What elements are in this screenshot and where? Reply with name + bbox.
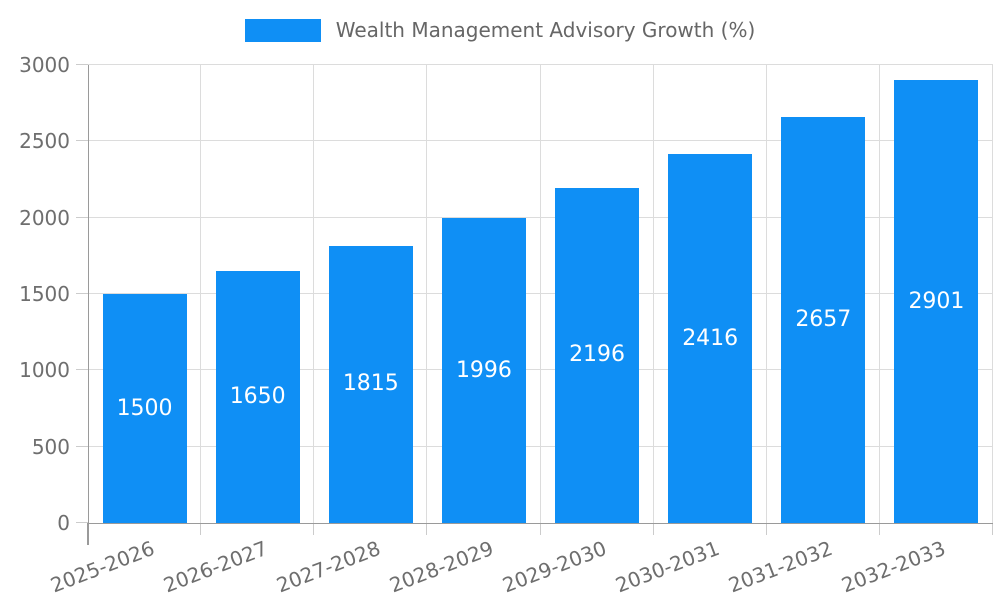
x-grid-line <box>426 65 428 523</box>
x-tick-mark <box>87 523 88 545</box>
x-tick-mark <box>313 523 315 535</box>
x-tick-mark <box>539 523 541 535</box>
legend-label: Wealth Management Advisory Growth (%) <box>335 18 756 42</box>
bar-value-label: 2416 <box>682 325 739 351</box>
x-tick-mark <box>878 523 880 535</box>
y-tick-label: 0 <box>57 511 70 535</box>
y-grid-line <box>88 64 993 65</box>
x-grid-line <box>992 65 993 523</box>
x-tick-label: 2030-2031 <box>612 536 723 598</box>
bar-2028-2029[interactable] <box>441 218 526 523</box>
x-tick-label: 2029-2030 <box>499 536 610 598</box>
x-grid-line <box>200 65 202 523</box>
x-tick-label: 2031-2032 <box>725 536 836 598</box>
x-grid-line <box>652 65 654 523</box>
y-tick-mark <box>76 293 88 294</box>
x-tick-mark <box>426 523 428 535</box>
bar-value-label: 2196 <box>569 342 626 368</box>
y-tick-mark <box>76 140 88 142</box>
y-grid-line <box>88 369 993 371</box>
y-grid-line <box>88 140 993 142</box>
x-grid-line <box>765 65 767 523</box>
y-grid-line <box>88 216 993 218</box>
bar-2027-2028[interactable] <box>328 245 413 523</box>
y-tick-label: 500 <box>31 434 70 459</box>
x-tick-mark <box>765 523 767 535</box>
y-tick-label: 1500 <box>19 282 70 306</box>
x-tick-label: 2026-2027 <box>159 536 271 598</box>
y-tick-mark <box>76 522 88 523</box>
legend[interactable]: Wealth Management Advisory Growth (%) <box>0 18 1000 42</box>
x-tick-label: 2025-2026 <box>46 536 158 598</box>
y-tick-mark <box>76 64 88 65</box>
y-tick-label: 1000 <box>19 358 70 383</box>
x-axis-line <box>88 523 993 524</box>
y-tick-mark <box>76 445 88 447</box>
bar-2031-2032[interactable] <box>781 117 866 523</box>
y-grid-line <box>88 445 993 447</box>
bar-value-label: 1996 <box>455 357 512 383</box>
y-tick-label: 2000 <box>19 205 70 230</box>
x-tick-mark <box>992 523 993 535</box>
x-grid-line <box>878 65 880 523</box>
x-grid-line <box>313 65 315 523</box>
bar-2032-2033[interactable] <box>894 80 979 523</box>
x-grid-line <box>539 65 541 523</box>
bar-value-label: 1500 <box>116 395 173 421</box>
bar-value-label: 2901 <box>908 288 965 314</box>
x-tick-label: 2028-2029 <box>386 536 497 598</box>
bar-2025-2026[interactable] <box>102 294 187 523</box>
bar-2030-2031[interactable] <box>668 154 753 523</box>
y-tick-label: 3000 <box>19 53 70 77</box>
bar-value-label: 1650 <box>229 384 286 410</box>
x-tick-mark <box>652 523 654 535</box>
x-tick-label: 2027-2028 <box>273 536 384 598</box>
bar-value-label: 1815 <box>342 371 399 397</box>
bar-2026-2027[interactable] <box>215 271 300 523</box>
y-tick-label: 2500 <box>19 129 70 154</box>
y-tick-mark <box>76 216 88 218</box>
y-grid-line <box>88 293 993 294</box>
legend-swatch[interactable] <box>244 18 321 42</box>
bar-value-label: 2657 <box>795 307 852 333</box>
x-tick-mark <box>200 523 202 535</box>
y-axis-line <box>88 65 89 545</box>
x-tick-label: 2032-2033 <box>838 536 950 598</box>
y-tick-mark <box>76 369 88 371</box>
bar-2029-2030[interactable] <box>555 187 640 523</box>
